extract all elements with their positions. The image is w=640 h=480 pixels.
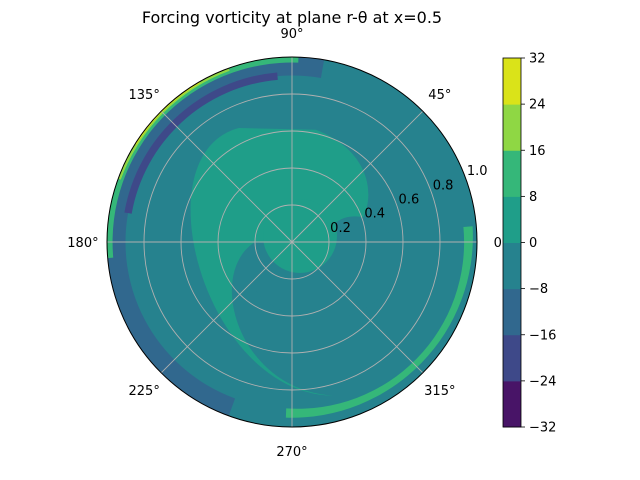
r-tick-label: 0.6	[399, 193, 420, 208]
theta-tick-label: 270°	[276, 445, 307, 460]
polar-plot: 0°45°90°135°180°225°270°315° 0.20.40.60.…	[67, 27, 508, 460]
polar-frame	[106, 56, 478, 428]
r-tick-label: 0.2	[330, 221, 351, 236]
polar-grid	[107, 57, 477, 427]
colorbar-tick-label: 24	[529, 98, 546, 113]
grid-spoke-5	[160, 241, 293, 374]
r-tick-label: 0.4	[364, 207, 385, 222]
region-strong-negative	[124, 72, 278, 214]
r-tick-labels: 0.2 0.4 0.6 0.8 1.0	[330, 164, 487, 236]
colorbar-segment	[503, 242, 521, 290]
colorbar-segment	[503, 196, 521, 243]
grid-spoke-7	[291, 241, 424, 374]
colorbar-tick-label: −16	[529, 328, 556, 343]
colorbar-segment	[503, 334, 521, 382]
colorbar-tick-label: 32	[529, 52, 546, 67]
colorbar-tick-label: −32	[529, 421, 556, 436]
colorbar-segment	[503, 380, 521, 428]
colorbar-tick-label: −24	[529, 374, 556, 389]
colorbar-segment	[503, 150, 521, 197]
theta-tick-label: 45°	[428, 88, 451, 103]
colorbar-segment	[503, 104, 521, 151]
region-inner-core	[263, 199, 337, 273]
colorbar-tick-label: −8	[529, 282, 548, 297]
r-tick-label: 0.8	[433, 178, 454, 193]
colorbar-segment	[503, 288, 521, 336]
grid-spoke-3	[160, 110, 293, 243]
theta-tick-label: 90°	[280, 27, 303, 42]
colorbar-tick-label: 8	[529, 190, 537, 205]
theta-tick-label: 315°	[424, 384, 455, 399]
theta-tick-label: 180°	[67, 236, 98, 251]
r-tick-label: 1.0	[467, 164, 488, 179]
colorbar-tick-label: 0	[529, 236, 537, 251]
theta-tick-label: 225°	[129, 384, 160, 399]
colorbar-tick-label: 16	[529, 144, 546, 159]
theta-tick-label: 135°	[129, 88, 160, 103]
colorbar-segment	[503, 58, 521, 105]
colorbar: 32 24 16 8 0 −8 −16 −24 −32	[502, 52, 556, 436]
chart-title: Forcing vorticity at plane r-θ at x=0.5	[142, 8, 442, 27]
grid-spoke-1	[291, 110, 424, 243]
